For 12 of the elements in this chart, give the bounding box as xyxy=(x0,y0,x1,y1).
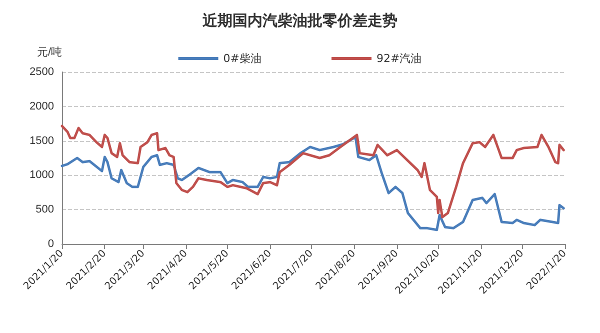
y-axis-title: 元/吨 xyxy=(36,46,62,58)
y-tick-label: 500 xyxy=(36,204,54,216)
line-series xyxy=(60,124,565,218)
legend-label: 92#汽油 xyxy=(376,52,422,65)
legend-label: 0#柴油 xyxy=(223,52,262,65)
y-tick-label: 2500 xyxy=(30,66,54,78)
y-tick-label: 2000 xyxy=(30,100,54,112)
line-series xyxy=(60,136,565,232)
y-tick-label: 0 xyxy=(48,238,54,250)
chart-title: 近期国内汽柴油批零价差走势 xyxy=(202,12,398,30)
y-tick-label: 1500 xyxy=(30,134,54,147)
y-tick-label: 1000 xyxy=(30,169,54,182)
